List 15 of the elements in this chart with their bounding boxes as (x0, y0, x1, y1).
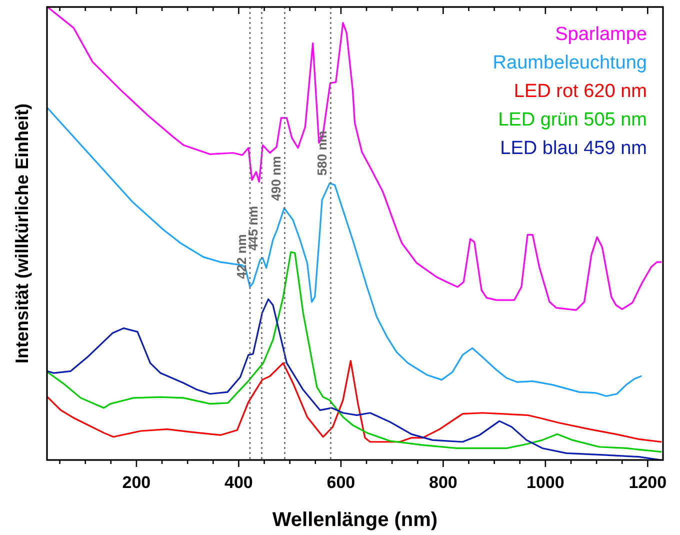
x-tick-label: 600 (326, 473, 356, 492)
text: LED blau 459 nm (500, 138, 647, 159)
text: LED rot 620 nm (514, 81, 647, 102)
x-axis-title: Wellenlänge (nm) (272, 509, 438, 531)
x-tick-label: 400 (224, 473, 253, 492)
x-tick-label: 800 (428, 473, 458, 492)
text: Sparlampe (555, 24, 647, 45)
x-tick-label: 200 (122, 473, 151, 492)
ref-line-label: 490 nm (268, 156, 284, 201)
x-tick-label: 1200 (628, 473, 667, 492)
x-tick-label: 1000 (526, 473, 564, 492)
text: Raumbeleuchtung (492, 52, 647, 74)
text: LED grün 505 nm (498, 110, 647, 130)
ref-line-label: 580 nm (314, 130, 330, 176)
y-axis-title: Intensität (willkürliche Einheit) (12, 103, 32, 364)
